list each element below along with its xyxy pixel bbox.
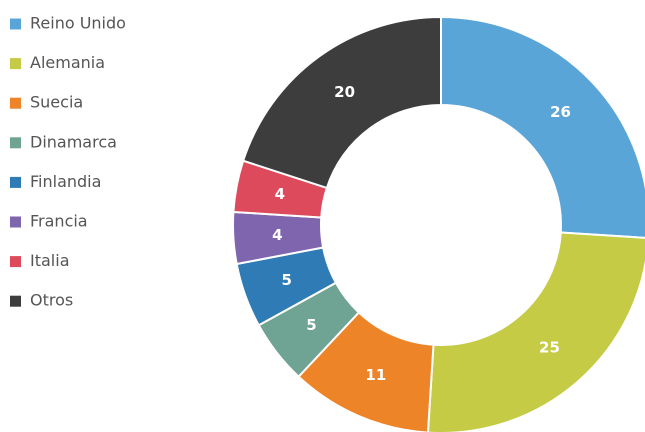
data-label: 26 <box>550 103 571 121</box>
data-label: 4 <box>275 185 285 203</box>
legend-label: Suecia <box>30 93 83 112</box>
legend-swatch <box>10 216 21 228</box>
data-label: 11 <box>365 366 386 384</box>
data-label: 4 <box>272 226 282 244</box>
legend-swatch <box>10 295 21 307</box>
donut-slice <box>440 15 645 239</box>
legend-label: Alemania <box>30 53 105 72</box>
legend-swatch <box>10 137 21 149</box>
donut-slice <box>241 15 442 190</box>
data-label: 5 <box>281 271 291 289</box>
legend-swatch <box>10 256 21 268</box>
data-label: 25 <box>539 339 560 357</box>
legend-label: Dinamarca <box>30 132 117 151</box>
data-label: 5 <box>306 316 316 334</box>
legend-label: Otros <box>30 291 73 310</box>
legend-swatch <box>10 58 21 70</box>
legend-label: Italia <box>30 251 70 270</box>
legend-label: Finlandia <box>30 172 101 191</box>
legend-label: Reino Unido <box>30 14 126 33</box>
legend-label: Francia <box>30 212 88 231</box>
data-label: 20 <box>334 83 355 101</box>
legend-swatch <box>10 176 21 188</box>
legend-swatch <box>10 97 21 109</box>
donut-slice <box>426 231 645 432</box>
legend-swatch <box>10 18 21 30</box>
